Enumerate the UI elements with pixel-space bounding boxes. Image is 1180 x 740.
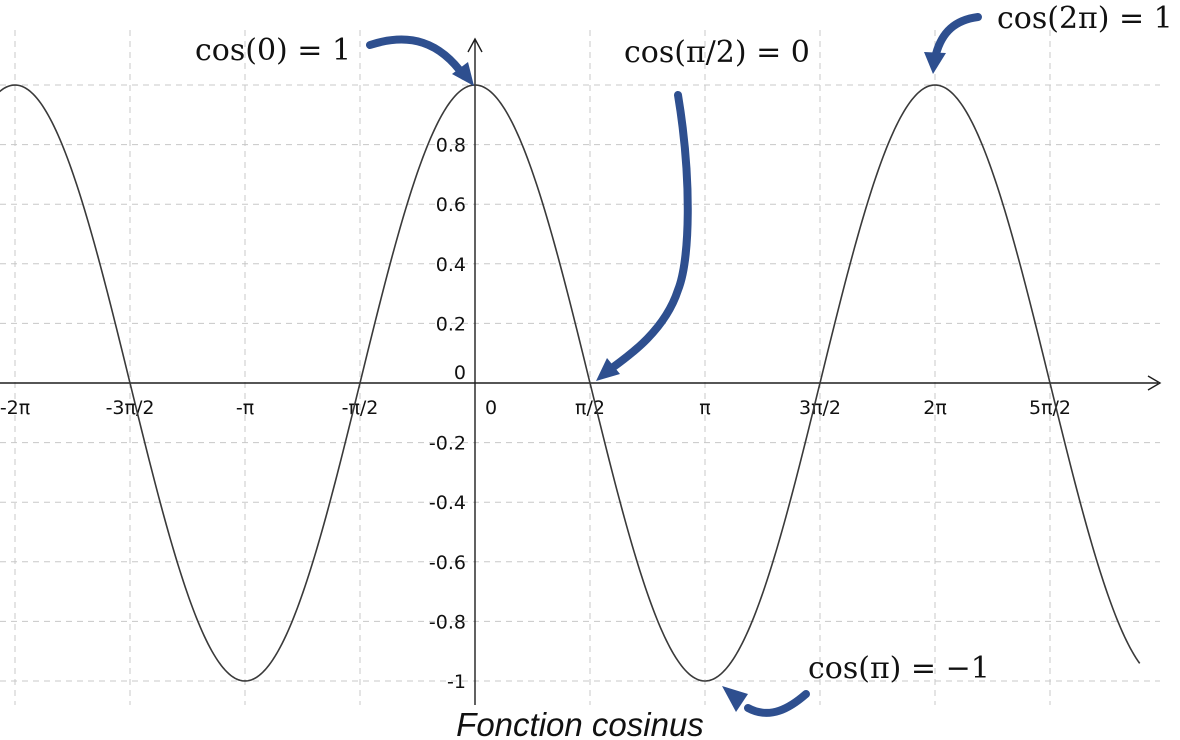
arrow-cos-0 — [370, 40, 464, 76]
arrow-cos-pi-2 — [612, 95, 688, 368]
y-tick-label: -0.4 — [429, 492, 466, 514]
y-tick-label: 0.2 — [436, 313, 466, 335]
annotation-cos-pi-2: cos(π/2) = 0 — [624, 35, 810, 70]
y-tick-label: -0.2 — [429, 433, 466, 455]
x-tick-label: π — [699, 397, 710, 419]
x-tick-label: 0 — [485, 397, 497, 419]
axes — [0, 39, 1160, 705]
x-tick-label: -2π — [0, 397, 30, 419]
annotation-cos-pi: cos(π) = −1 — [808, 651, 990, 686]
x-tick-label: 5π/2 — [1029, 397, 1071, 419]
y-tick-label: -1 — [447, 671, 466, 693]
x-tick-label: 3π/2 — [799, 397, 841, 419]
arrow-cos-2pi — [936, 17, 978, 54]
y-tick-label: 0 — [454, 362, 466, 384]
y-tick-label: -0.6 — [429, 552, 466, 574]
x-tick-labels: -2π -3π/2 -π -π/2 0 π/2 π 3π/2 2π 5π/2 — [0, 397, 1071, 419]
arrowhead-cos-2pi — [924, 52, 946, 74]
x-tick-label: -π/2 — [342, 397, 379, 419]
y-tick-label: 0.6 — [436, 194, 466, 216]
x-tick-label: π/2 — [575, 397, 605, 419]
annotation-cos-0: cos(0) = 1 — [195, 33, 351, 68]
x-tick-label: -3π/2 — [106, 397, 155, 419]
grid-lines — [0, 30, 1160, 705]
arrow-cos-pi — [748, 694, 806, 713]
y-tick-label: -0.8 — [429, 611, 466, 633]
y-tick-label: 0.8 — [436, 135, 466, 157]
y-tick-labels: 0.8 0.6 0.4 0.2 0 -0.2 -0.4 -0.6 -0.8 -1 — [429, 135, 466, 693]
annotations: cos(0) = 1 cos(π/2) = 0 cos(2π) = 1 cos(… — [195, 1, 1173, 713]
annotation-cos-2pi: cos(2π) = 1 — [997, 1, 1173, 36]
x-tick-label: 2π — [923, 397, 947, 419]
x-tick-label: -π — [236, 397, 254, 419]
chart-caption: Fonction cosinus — [456, 706, 704, 740]
y-tick-label: 0.4 — [436, 254, 466, 276]
